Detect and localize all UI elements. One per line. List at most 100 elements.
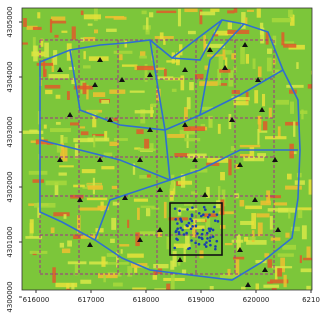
patch (45, 90, 52, 94)
patch (301, 110, 303, 120)
patch (45, 85, 61, 89)
patch (88, 24, 93, 26)
patch (173, 251, 177, 267)
patch (257, 153, 266, 157)
patch (109, 90, 125, 94)
patch (113, 283, 123, 287)
patch (167, 237, 170, 250)
patch (70, 122, 79, 125)
patch (51, 227, 55, 233)
patch (59, 165, 74, 167)
patch (263, 285, 279, 288)
patch (56, 95, 61, 99)
patch (298, 210, 302, 218)
patch (257, 129, 259, 145)
patch (164, 202, 167, 218)
patch (188, 31, 196, 34)
patch (62, 249, 70, 254)
patch (114, 17, 127, 20)
patch (274, 202, 287, 205)
dot (208, 230, 211, 233)
patch (144, 139, 149, 149)
patch (29, 171, 48, 175)
patch (101, 100, 109, 104)
dot (206, 237, 209, 240)
patch (275, 267, 278, 280)
dot (196, 232, 199, 235)
dot (212, 235, 215, 238)
patch (262, 94, 265, 106)
patch (270, 216, 273, 230)
dot (195, 225, 198, 228)
patch (265, 136, 287, 139)
patch (30, 219, 34, 233)
patch (220, 172, 225, 180)
dot (174, 218, 177, 221)
dot (188, 247, 191, 250)
patch (59, 172, 67, 175)
patch (53, 212, 69, 216)
patch (228, 22, 232, 29)
patch (268, 208, 288, 211)
dot (198, 243, 201, 246)
y-tick-label: 4300000 (6, 281, 14, 312)
dot (190, 239, 193, 242)
patch (44, 125, 47, 129)
patch (306, 286, 310, 292)
patch (37, 63, 54, 66)
dot (191, 220, 194, 223)
patch (178, 181, 192, 185)
dot (207, 216, 210, 219)
y-tick-label: 4301000 (6, 226, 14, 257)
patch (277, 268, 282, 276)
patch (111, 218, 116, 230)
patch (155, 36, 174, 39)
patch (278, 126, 281, 137)
patch (184, 9, 197, 12)
patch (289, 144, 293, 159)
patch (267, 58, 272, 72)
patch (166, 284, 170, 294)
patch (260, 201, 270, 206)
patch (136, 66, 154, 70)
map-figure: 6160006170006180006190006200006210430000… (0, 0, 320, 330)
patch (22, 42, 28, 44)
patch (184, 107, 188, 121)
patch (218, 124, 221, 134)
patch (225, 243, 233, 245)
dot (202, 229, 205, 232)
patch (146, 208, 150, 216)
patch (45, 181, 66, 186)
x-tick-label: 617000 (78, 296, 105, 304)
patch (112, 186, 117, 189)
patch (44, 43, 49, 58)
patch (139, 56, 147, 59)
patch (127, 254, 144, 258)
dot (198, 212, 201, 215)
patch (150, 143, 154, 151)
patch (272, 266, 293, 268)
patch (73, 138, 93, 142)
patch (281, 32, 284, 45)
patch (114, 51, 133, 54)
patch (87, 198, 107, 201)
patch (256, 283, 259, 290)
patch (130, 91, 145, 93)
patch (68, 261, 87, 264)
patch (106, 29, 117, 32)
patch (256, 213, 269, 217)
dot (194, 242, 197, 245)
dot (205, 241, 208, 244)
patch (33, 27, 42, 30)
patch (94, 29, 98, 33)
patch (302, 225, 307, 239)
patch (251, 213, 256, 229)
dot (198, 236, 201, 239)
dot (201, 233, 204, 236)
patch (245, 206, 262, 209)
patch (189, 82, 194, 90)
patch (153, 264, 168, 268)
patch (228, 159, 231, 175)
patch (240, 145, 260, 147)
patch (271, 237, 281, 240)
